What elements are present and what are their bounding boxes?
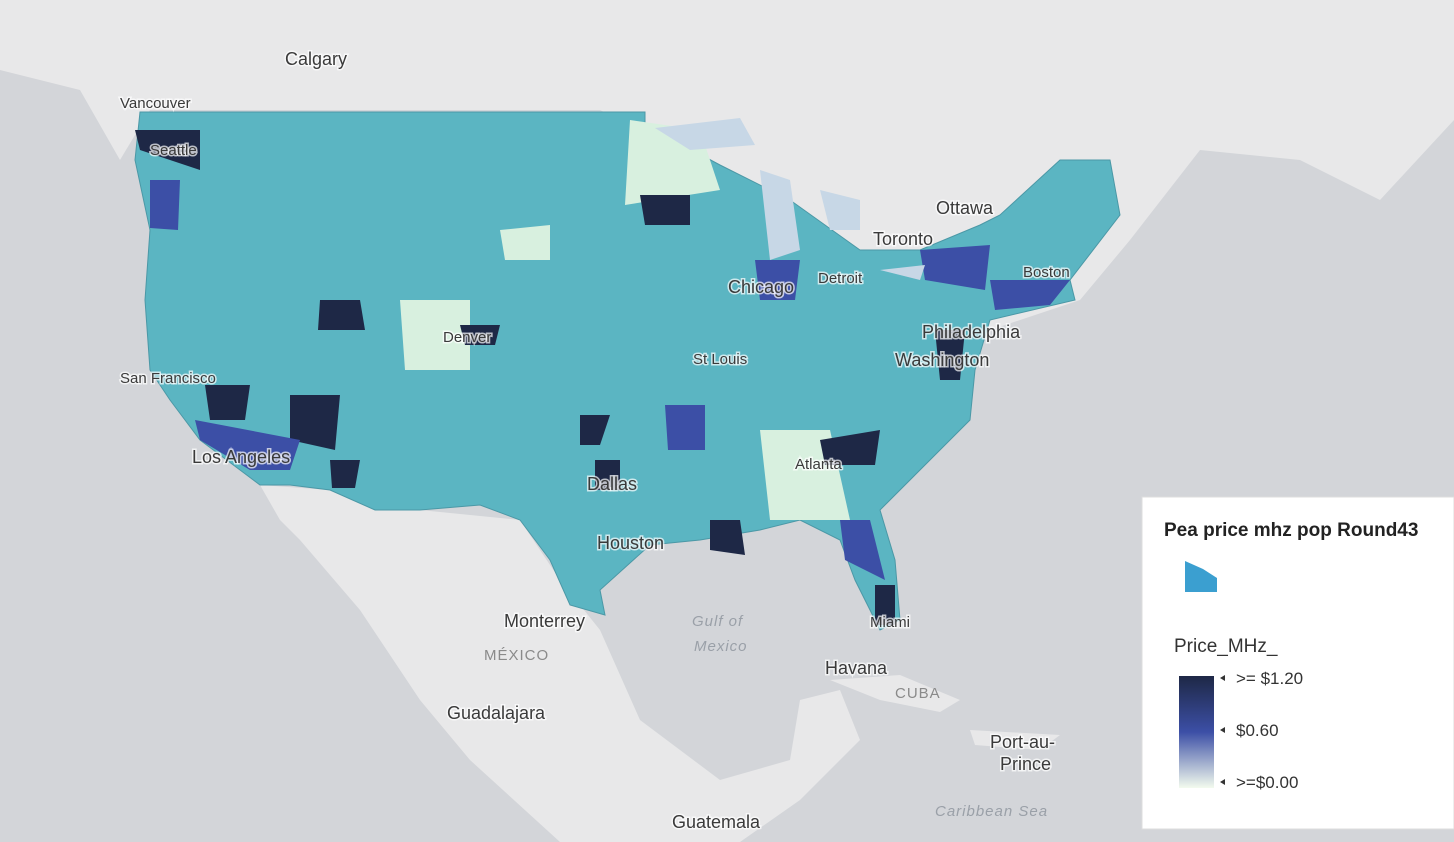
place-label: Toronto [873, 229, 933, 249]
legend-ramp [1179, 676, 1214, 788]
place-label: St Louis [693, 351, 747, 368]
place-label: Dallas [587, 474, 637, 494]
legend-pointer [1220, 675, 1225, 681]
legend-label: >=$0.00 [1236, 773, 1298, 792]
place-label: Havana [825, 658, 888, 678]
legend-pointer [1220, 727, 1225, 733]
country-label: MÉXICO [484, 647, 549, 664]
place-label: San Francisco [120, 370, 216, 387]
place-label: Detroit [818, 270, 863, 287]
place-label: Miami [870, 614, 910, 631]
place-label: Houston [597, 533, 664, 553]
place-label: Atlanta [795, 456, 842, 473]
place-label: Philadelphia [922, 322, 1021, 342]
light-regions [400, 120, 850, 520]
legend-title: Pea price mhz pop Round43 [1164, 520, 1418, 541]
legend-field: Price_MHz_ [1174, 636, 1278, 657]
place-label: Seattle [150, 142, 197, 159]
place-label: Calgary [285, 49, 347, 69]
place-label: Los Angeles [192, 447, 290, 467]
water-label: Caribbean Sea [935, 803, 1048, 820]
legend-label: $0.60 [1236, 721, 1279, 740]
mexico-land [260, 485, 860, 842]
place-label: Washington [895, 350, 989, 370]
great-lakes [655, 118, 925, 280]
country-label: CUBA [895, 685, 941, 702]
legend: Pea price mhz pop Round43 Price_MHz_ >= … [1141, 496, 1454, 830]
legend-label: >= $1.20 [1236, 669, 1303, 688]
caribbean-land [830, 675, 1060, 750]
legend-symbol [1185, 561, 1217, 592]
water-label: Gulf of [692, 613, 744, 630]
place-label: Chicago [728, 277, 794, 297]
place-label: Guadalajara [447, 703, 546, 723]
place-label: Prince [1000, 754, 1051, 774]
place-label: Vancouver [120, 95, 191, 112]
legend-pointer [1220, 779, 1225, 785]
place-label: Monterrey [504, 611, 585, 631]
place-label: Denver [443, 329, 491, 346]
water-label: Mexico [694, 638, 748, 655]
place-label: Boston [1023, 264, 1070, 281]
place-label: Port-au- [990, 732, 1055, 752]
place-label: Ottawa [936, 198, 994, 218]
place-label: Guatemala [672, 812, 761, 832]
us-regions [134, 111, 1121, 631]
